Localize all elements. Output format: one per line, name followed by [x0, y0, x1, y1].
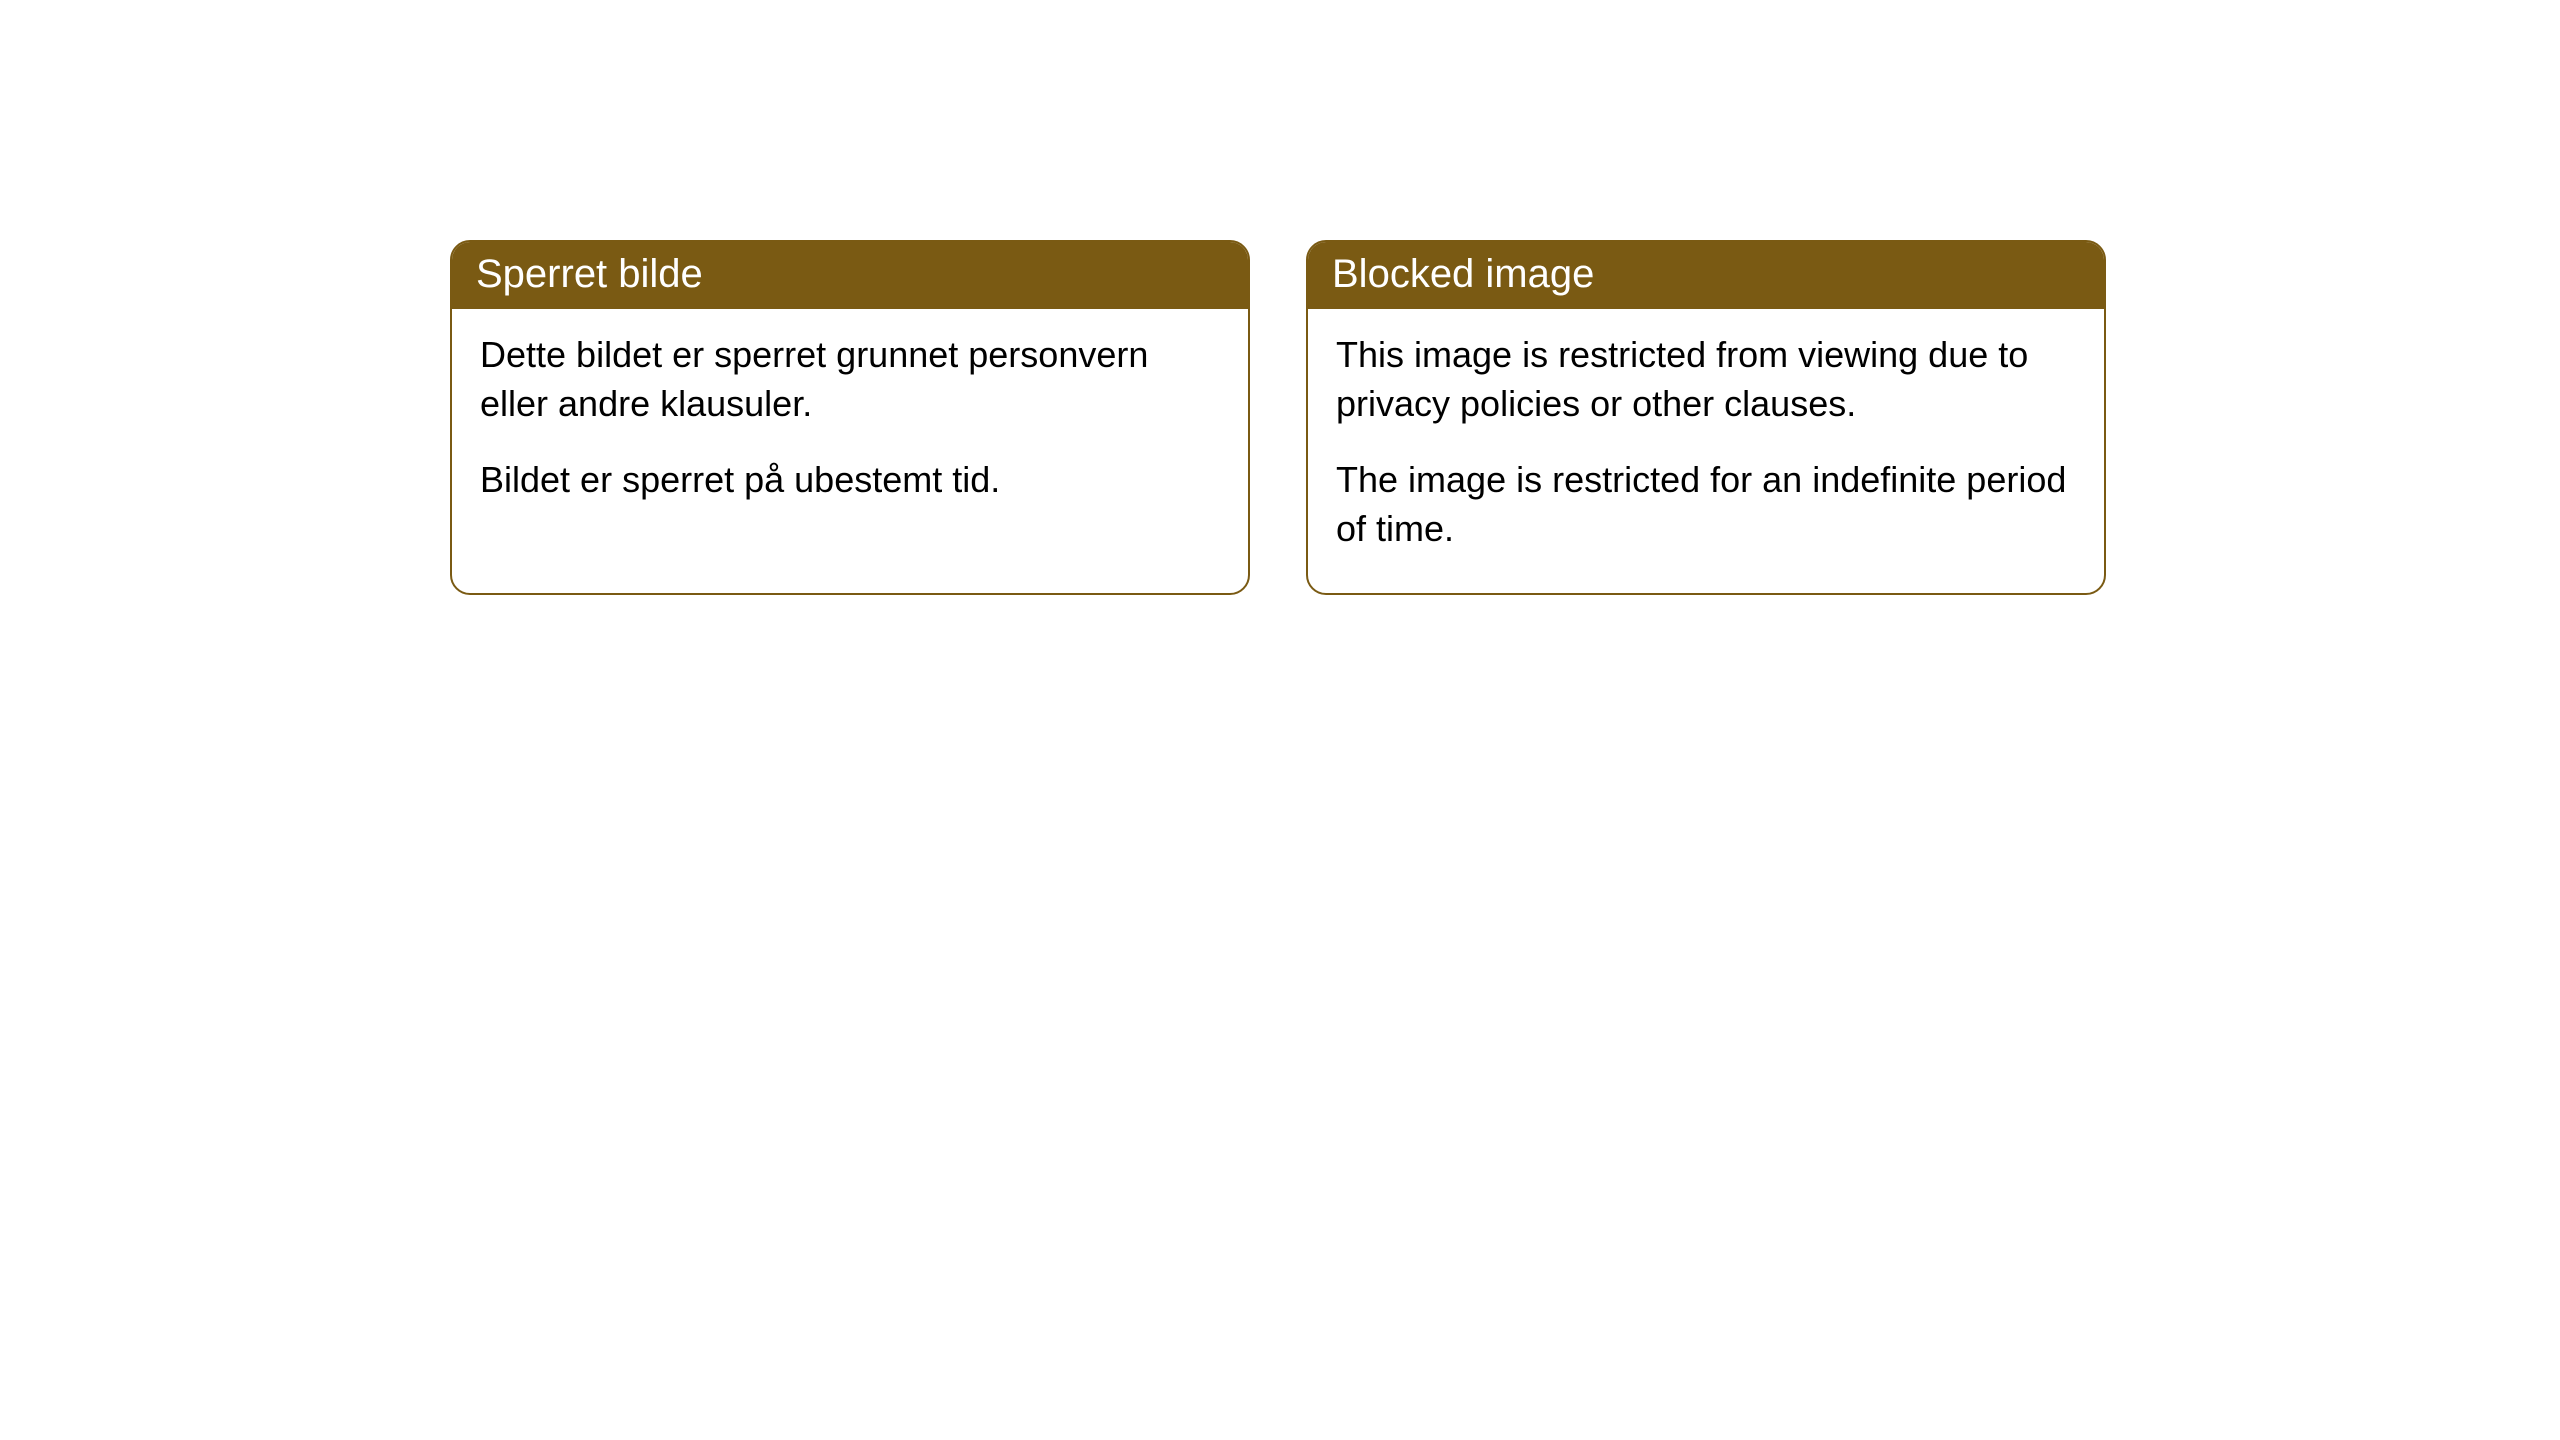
notice-text-english-2: The image is restricted for an indefinit…	[1336, 456, 2076, 553]
card-header-norwegian: Sperret bilde	[452, 242, 1248, 309]
notice-text-english-1: This image is restricted from viewing du…	[1336, 331, 2076, 428]
notice-cards-container: Sperret bilde Dette bildet er sperret gr…	[450, 240, 2560, 595]
card-header-english: Blocked image	[1308, 242, 2104, 309]
card-body-english: This image is restricted from viewing du…	[1308, 309, 2104, 593]
notice-card-english: Blocked image This image is restricted f…	[1306, 240, 2106, 595]
notice-card-norwegian: Sperret bilde Dette bildet er sperret gr…	[450, 240, 1250, 595]
notice-text-norwegian-1: Dette bildet er sperret grunnet personve…	[480, 331, 1220, 428]
card-body-norwegian: Dette bildet er sperret grunnet personve…	[452, 309, 1248, 545]
notice-text-norwegian-2: Bildet er sperret på ubestemt tid.	[480, 456, 1220, 505]
